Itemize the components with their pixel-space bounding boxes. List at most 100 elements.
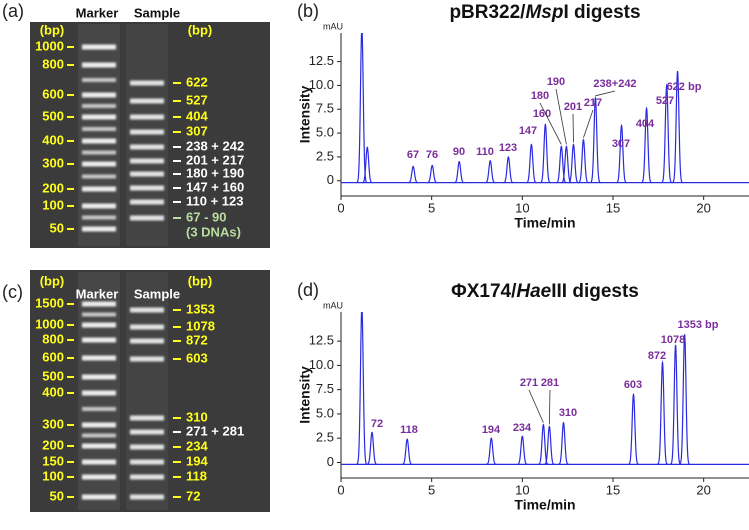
sample-band [130, 199, 164, 205]
sample-label: 67 - 90 [186, 209, 226, 224]
peak [558, 421, 569, 465]
marker-band [82, 161, 116, 167]
marker-label: 500 [42, 368, 64, 383]
x-tick-label: 15 [606, 482, 620, 497]
peak-label: 281 [541, 377, 559, 389]
marker-label: 50 [50, 488, 64, 503]
peak [356, 33, 368, 184]
peak-label: 217 [584, 97, 602, 109]
peak [366, 431, 378, 465]
unit-label: (bp) [188, 273, 213, 288]
y-tick-label: 5.0 [316, 125, 334, 140]
peak-label: 147 [519, 125, 537, 137]
peak [453, 160, 465, 184]
marker-band [82, 443, 116, 449]
sample-band [130, 185, 164, 191]
x-tick-label: 0 [337, 200, 344, 215]
peak-label: 310 [559, 407, 577, 419]
sample-label: 118 [186, 468, 207, 483]
peak-label: 271 [520, 377, 538, 389]
peak [525, 143, 537, 184]
sample-band [130, 444, 164, 450]
title-part: Hae [516, 281, 551, 302]
trace [341, 33, 749, 184]
peak-label: 307 [612, 138, 630, 150]
marker-band [82, 301, 116, 307]
lane-header: Sample [134, 286, 180, 301]
trace [341, 312, 749, 466]
peak-label: 72 [371, 418, 383, 430]
sample-band [130, 215, 164, 221]
unit-label: (bp) [40, 22, 65, 37]
peak-label: 404 [636, 118, 655, 130]
peak-label: 872 [648, 350, 666, 362]
sample-label: 603 [186, 350, 208, 365]
sample-band [130, 356, 164, 362]
peak [401, 438, 413, 465]
y-axis-label: Intensity [297, 366, 313, 424]
peak [539, 123, 551, 184]
marker-label: 800 [42, 331, 64, 346]
x-tick-label: 15 [606, 200, 620, 215]
sample-label: 404 [186, 108, 208, 123]
peak [407, 165, 419, 184]
marker-band [82, 215, 116, 220]
marker-label: 1000 [35, 316, 64, 331]
marker-band [82, 407, 116, 411]
peak [672, 70, 684, 184]
sample-label: 234 [186, 438, 208, 453]
y-tick-label: 5.0 [316, 405, 334, 420]
marker-band [82, 312, 116, 317]
sample-label: 307 [186, 123, 208, 138]
chart-title: pBR322/MspI digests [449, 2, 640, 23]
peak-label: 622 bp [667, 81, 702, 93]
marker-band [82, 44, 116, 50]
sample-band [130, 114, 164, 120]
marker-label: 600 [42, 86, 64, 101]
peak-label: 190 [547, 76, 565, 88]
sample-label: 147 + 160 [186, 179, 244, 194]
marker-band [82, 127, 116, 131]
sample-label: 271 + 281 [186, 423, 244, 438]
marker-band [82, 203, 116, 209]
lane-header: Marker [76, 5, 119, 20]
sample-band [130, 98, 164, 104]
peak [568, 143, 579, 184]
marker-band [82, 62, 116, 68]
sample-band [130, 415, 164, 421]
sample-band [130, 144, 164, 150]
marker-label: 100 [42, 468, 64, 483]
peak [485, 437, 497, 465]
sample-band [130, 429, 164, 435]
marker-band [82, 459, 116, 465]
peak [627, 392, 640, 465]
y-tick-label: 10.0 [309, 357, 334, 372]
peak [616, 124, 628, 184]
y-tick-label: 12.5 [309, 53, 334, 68]
sample-label: 201 + 217 [186, 152, 244, 167]
peak [502, 156, 514, 184]
marker-label: 200 [42, 437, 64, 452]
peak-label: 123 [499, 142, 517, 154]
sample-band [130, 158, 164, 164]
marker-label: 1500 [35, 295, 64, 310]
sample-label: 1078 [186, 318, 215, 333]
peak-label: 118 [400, 424, 418, 436]
peak-label: 110 [476, 146, 494, 158]
peak [589, 95, 601, 184]
peak-label: 1353 bp [678, 319, 719, 331]
peak-label: 180 [531, 90, 549, 102]
x-axis-label: Time/min [514, 497, 575, 513]
unit-label: (bp) [188, 22, 213, 37]
peak [484, 159, 496, 184]
sample-label: 622 [186, 74, 208, 89]
marker-label: 200 [42, 180, 64, 195]
marker-band [82, 186, 116, 192]
sample-lane [126, 24, 168, 246]
peak-label: 238+242 [593, 78, 636, 90]
y-tick-label: 2.5 [316, 430, 334, 445]
marker-label: 400 [42, 132, 64, 147]
sample-label: 110 + 123 [186, 193, 243, 208]
leader-line [528, 389, 544, 423]
marker-band [82, 433, 116, 438]
